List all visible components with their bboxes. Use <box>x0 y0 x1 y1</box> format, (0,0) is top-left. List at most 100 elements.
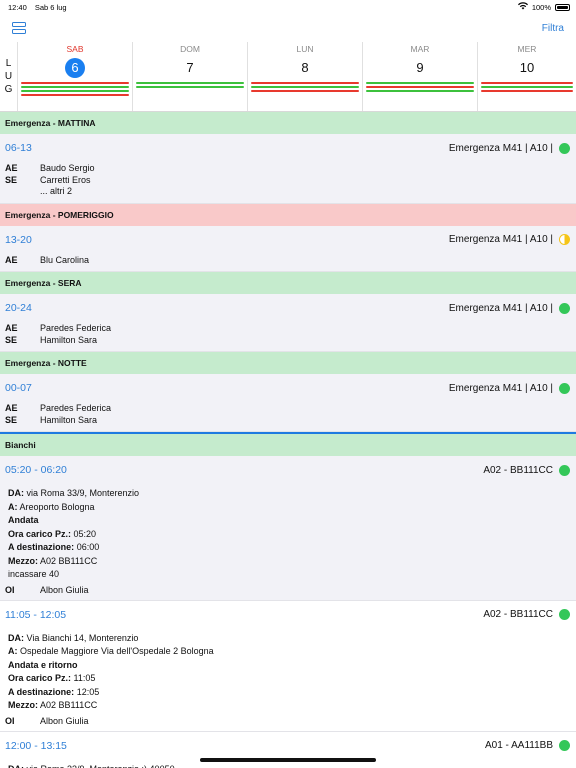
status-dot-icon <box>559 142 570 154</box>
detail-label: A destinazione: <box>8 542 75 552</box>
day-number: 6 <box>65 58 85 78</box>
wifi-icon <box>517 2 528 12</box>
detail-line: DA: via Roma 33/9, Monterenzio <box>8 487 570 501</box>
status-dot-icon <box>559 740 570 751</box>
day-column[interactable]: MER 10 <box>478 42 576 111</box>
detail-value: 12:05 <box>74 686 100 697</box>
staff-role: AE <box>5 403 18 413</box>
crew-name: Albon Giulia <box>40 584 89 595</box>
day-column[interactable]: SAB 6 <box>18 42 133 111</box>
section-header: Emergenza - NOTTE <box>0 352 576 374</box>
staff-name: Blu Carolina <box>40 254 90 265</box>
detail-label: DA: <box>8 488 24 498</box>
shift-bar-green <box>136 82 244 84</box>
day-name: DOM <box>180 44 200 54</box>
section-divider <box>0 432 576 434</box>
emergency-list: Emergenza - MATTINA 06-13 Emergenza M41 | … <box>0 112 576 432</box>
shift-row[interactable]: 06-13 Emergenza M41 | A10 | AE Baudo Sergio… <box>0 134 576 204</box>
detail-value: incassare 40 <box>8 569 60 579</box>
shift-bar-green <box>136 86 244 88</box>
detail-value: 11:05 <box>71 673 96 683</box>
layout-toggle-icon[interactable] <box>12 21 26 35</box>
day-name: LUN <box>296 44 314 54</box>
crew-role: OI <box>5 715 15 726</box>
shift-bar-red <box>366 86 474 88</box>
vehicle-info: Emergenza M41 | A10 | <box>449 302 570 314</box>
staff-role: SE <box>5 414 18 425</box>
battery-percent: 100% <box>531 2 551 12</box>
shift-row[interactable]: 20-24 Emergenza M41 | A10 | AE Paredes Fede… <box>0 294 576 352</box>
detail-label: Andata e ritorno <box>8 659 78 670</box>
detail-line: A destinazione: 06:00 <box>8 541 570 555</box>
month-letter: L <box>5 58 12 69</box>
vehicle-info: Emergenza M41 | A10 | <box>449 382 570 394</box>
detail-value: A02 BB111CC <box>38 555 98 566</box>
staff-row: AE Paredes Federica <box>5 323 570 335</box>
month-label: L U G <box>0 42 18 111</box>
detail-label: Ora carico Pz.: <box>8 528 72 539</box>
trip-row[interactable]: 05:20 - 06:20 A02 - BB111CC DA: via Roma 3… <box>0 456 576 601</box>
staff-role <box>5 186 40 198</box>
day-name: MAR <box>410 44 430 54</box>
day-column[interactable]: LUN 8 <box>248 42 363 111</box>
shift-bars <box>136 82 244 90</box>
detail-line: Andata e ritorno <box>8 659 570 673</box>
staff-name: Hamilton Sara <box>40 414 98 425</box>
shift-row[interactable]: 13-20 Emergenza M41 | A10 | AE Blu Carolina <box>0 225 576 272</box>
trip-row[interactable]: 11:05 - 12:05 A02 - BB111CC DA: Via Bianch… <box>0 600 576 732</box>
vehicle-label: A02 - BB111CC <box>483 609 553 620</box>
shift-row[interactable]: 00-07 Emergenza M41 | A10 | AE Paredes Fede… <box>0 374 576 432</box>
detail-value: Ospedale Maggiore Via dell'Ospedale 2 Bo… <box>17 646 214 656</box>
detail-value: via Roma 33/9, Monterenzio ı) 40050 <box>24 764 175 768</box>
crew-role: OI <box>5 584 15 595</box>
trip-time: 11:05 - 12:05 <box>5 608 67 621</box>
shift-bar-red <box>251 90 359 92</box>
month-letter: U <box>4 71 13 82</box>
status-dot-icon <box>559 302 570 314</box>
nav-bar: Filtra <box>0 14 576 42</box>
detail-value: A02 BB111CC <box>38 700 98 710</box>
staff-name: ... altri 2 <box>40 186 73 196</box>
shift-bar-green <box>481 86 573 88</box>
detail-line: Ora carico Pz.: 11:05 <box>8 672 570 686</box>
day-name: SAB <box>66 44 84 54</box>
detail-value: via Roma 33/9, Monterenzio <box>24 488 140 498</box>
staff-row: AE Blu Carolina <box>5 255 570 267</box>
vehicle-info: Emergenza M41 | A10 | <box>449 234 570 245</box>
trip-header-row: 11:05 - 12:05 A02 - BB111CC <box>5 606 570 624</box>
vehicle-info: A01 - AA111BB <box>485 740 570 751</box>
staff-row: SE Carretti Eros <box>5 175 570 187</box>
day-number: 9 <box>416 60 424 75</box>
shift-time: 20-24 <box>5 302 32 314</box>
detail-label: Andata <box>8 515 39 525</box>
day-number: 7 <box>186 60 194 75</box>
day-column[interactable]: MAR 9 <box>363 42 478 111</box>
shift-bar-red <box>481 90 573 92</box>
detail-value: Areoporto Bologna <box>17 501 95 512</box>
shift-bar-green <box>366 82 474 84</box>
shift-bar-red <box>251 82 359 84</box>
filter-button[interactable]: Filtra <box>541 22 564 34</box>
crew-name: Albon Giulia <box>40 715 89 726</box>
staff-name: Carretti Eros <box>40 174 91 185</box>
vehicle-label: Emergenza M41 | A10 | <box>448 142 553 154</box>
vehicle-label: A01 - AA111BB <box>484 740 553 751</box>
detail-line: incassare 40 <box>8 568 570 582</box>
detail-label: DA: <box>8 632 24 643</box>
shift-bar-green <box>21 86 129 88</box>
day-columns: SAB 6 DOM 7 LUN 8 MAR 9 MER 10 <box>18 42 576 111</box>
shift-bars <box>366 82 474 94</box>
shift-time: 00-07 <box>5 382 32 394</box>
vehicle-info: A02 - BB111CC <box>483 609 570 620</box>
staff-list: AE Paredes Federica SE Hamilton Sara <box>5 403 570 426</box>
shift-bars <box>481 82 573 94</box>
day-column[interactable]: DOM 7 <box>133 42 248 111</box>
shift-bars <box>21 82 129 98</box>
staff-role: AE <box>5 323 18 333</box>
section-header: Emergenza - SERA <box>0 272 576 294</box>
vehicle-label: A02 - BB111CC <box>483 464 553 476</box>
trip-header-row: 05:20 - 06:20 A02 - BB111CC <box>5 461 570 479</box>
staff-row: ... altri 2 <box>5 186 570 198</box>
trip-row[interactable]: 12:00 - 13:15 A01 - AA111BB DA: via Roma 3… <box>0 731 576 768</box>
vehicle-label: Emergenza M41 | A10 | <box>448 234 553 245</box>
